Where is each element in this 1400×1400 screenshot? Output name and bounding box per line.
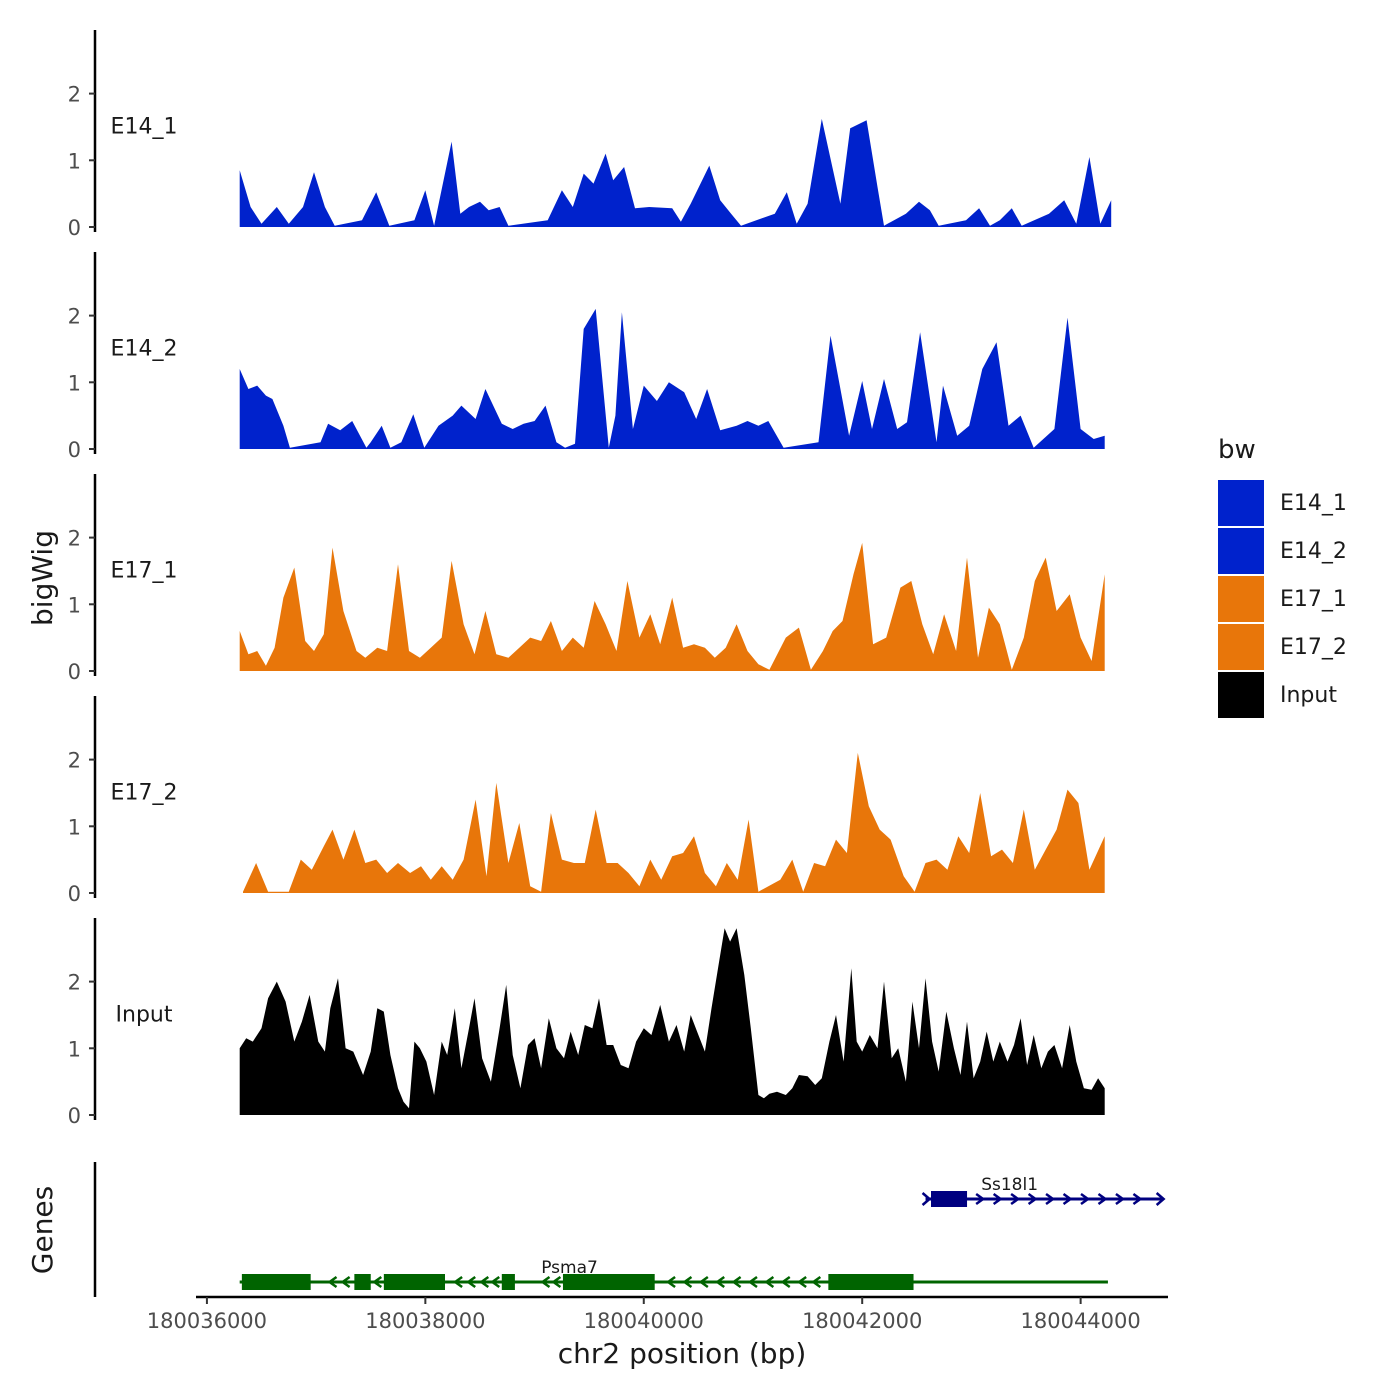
strand-arrow: [780, 1275, 791, 1289]
track-label: E17_2: [111, 781, 178, 806]
legend-label: E17_1: [1280, 587, 1347, 612]
strand-arrow: [665, 1275, 676, 1289]
strand-arrow: [540, 1275, 551, 1289]
strand-arrow: [731, 1275, 742, 1289]
strand-arrow: [372, 1275, 383, 1289]
strand-arrow: [975, 1192, 986, 1206]
x-axis-title: chr2 position (bp): [558, 1337, 807, 1370]
y-tick-label: 2: [68, 83, 81, 107]
gene-label: Psma7: [541, 1258, 598, 1278]
exon: [241, 1274, 311, 1290]
legend: bw E14_1 E14_2 E17_1 E17_2 Input: [1218, 435, 1347, 718]
coverage-area: [239, 542, 1105, 671]
exon: [383, 1274, 446, 1290]
x-tick-label: 180044000: [1021, 1309, 1141, 1333]
strand-arrow: [811, 1275, 822, 1289]
y-tick-label: 2: [68, 305, 81, 329]
track-label: E17_1: [111, 559, 178, 584]
strand-arrow: [698, 1275, 709, 1289]
gene-label: Ss18l1: [981, 1175, 1038, 1195]
strand-arrow: [1097, 1192, 1108, 1206]
x-tick-label: 180040000: [584, 1309, 704, 1333]
strand-arrow: [921, 1192, 932, 1206]
exon: [828, 1274, 914, 1290]
strand-arrow: [796, 1275, 807, 1289]
genes-track: Genes Psma7 Ss18l1: [26, 1162, 1166, 1297]
exon: [354, 1274, 371, 1290]
y-tick-label: 0: [68, 216, 81, 240]
strand-arrow: [1115, 1192, 1126, 1206]
legend-title: bw: [1218, 435, 1256, 465]
strand-arrow: [715, 1275, 725, 1289]
legend-swatch: [1218, 624, 1264, 670]
panel-e14-1: 0 1 2 E14_1: [68, 30, 1112, 240]
strand-arrow: [682, 1275, 693, 1289]
strand-arrow: [992, 1192, 1003, 1206]
coverage-panels: 0 1 2 E14_1 0 1 2 E14_2 0 1 2 E17_1 0 1 2 E17_2 0 1 2 Input: [68, 30, 1112, 1128]
strand-arrow: [1045, 1192, 1056, 1206]
legend-swatch: [1218, 672, 1264, 718]
legend-swatch: [1218, 576, 1264, 622]
track-label: E14_2: [111, 337, 178, 362]
strand-arrow: [327, 1275, 338, 1289]
strand-arrow: [1062, 1192, 1073, 1206]
gene-ss18l1: Ss18l1: [921, 1175, 1166, 1207]
strand-arrow: [490, 1275, 500, 1289]
strand-arrow: [1155, 1192, 1166, 1206]
strand-arrow: [340, 1275, 351, 1289]
y-tick-label: 0: [68, 882, 81, 906]
y-tick-label: 1: [68, 815, 81, 839]
exon: [562, 1274, 655, 1290]
y-tick-label: 0: [68, 438, 81, 462]
strand-arrow: [466, 1275, 476, 1289]
panel-e17-2: 0 1 2 E17_2: [68, 696, 1105, 906]
gene-psma7: Psma7: [239, 1258, 1108, 1290]
y-tick-label: 0: [68, 1104, 81, 1128]
exon: [501, 1274, 515, 1290]
panel-input: 0 1 2 Input: [68, 918, 1105, 1128]
strand-arrow: [1027, 1192, 1038, 1206]
genes-track-label: Genes: [26, 1186, 59, 1274]
y-tick-label: 2: [68, 971, 81, 995]
legend-label: E17_2: [1280, 635, 1347, 660]
x-axis: 180036000 180038000 180040000 180042000 1800…: [147, 1295, 1168, 1333]
x-tick-label: 180036000: [147, 1309, 267, 1333]
strand-arrow: [479, 1275, 490, 1289]
panel-e14-2: 0 1 2 E14_2: [68, 252, 1105, 462]
y-tick-label: 1: [68, 371, 81, 395]
coverage-area: [239, 308, 1105, 449]
coverage-area: [239, 928, 1105, 1115]
panel-e17-1: 0 1 2 E17_1: [68, 474, 1105, 684]
legend-label: E14_1: [1280, 491, 1347, 516]
coverage-area: [239, 118, 1112, 227]
x-tick-label: 180038000: [365, 1309, 485, 1333]
y-tick-label: 1: [68, 593, 81, 617]
strand-arrow: [1010, 1192, 1021, 1206]
legend-swatch: [1218, 528, 1264, 574]
legend-swatch: [1218, 480, 1264, 526]
strand-arrow: [452, 1275, 463, 1289]
y-tick-label: 1: [68, 149, 81, 173]
y-tick-label: 2: [68, 749, 81, 773]
y-tick-label: 2: [68, 527, 81, 551]
y-tick-label: 1: [68, 1037, 81, 1061]
strand-arrow: [551, 1275, 562, 1289]
legend-label: E14_2: [1280, 539, 1347, 564]
y-tick-label: 0: [68, 660, 81, 684]
strand-arrow: [1080, 1192, 1091, 1206]
y-axis-title: bigWig: [26, 530, 59, 626]
strand-arrow: [764, 1275, 775, 1289]
exon: [931, 1191, 968, 1207]
strand-arrow: [1132, 1192, 1143, 1206]
strand-arrow: [747, 1275, 758, 1289]
track-label: E14_1: [111, 115, 178, 140]
coverage-area: [243, 752, 1105, 893]
x-tick-label: 180042000: [802, 1309, 922, 1333]
track-label: Input: [116, 1003, 173, 1028]
legend-label: Input: [1280, 683, 1337, 708]
